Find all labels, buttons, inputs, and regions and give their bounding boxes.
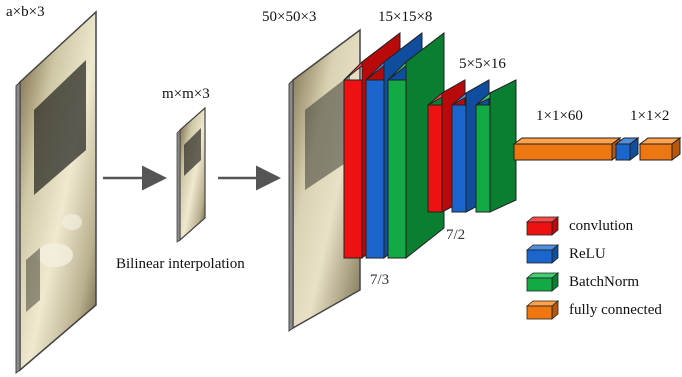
resized-size-label: m×m×3: [162, 86, 210, 102]
conv2-size-label: 5×5×16: [459, 56, 506, 72]
car-photo-icon: [15, 10, 97, 374]
car-photo-blurred-icon: [288, 28, 361, 332]
legend-label-batchnorm: BatchNorm: [569, 274, 639, 290]
car-photo-small-icon: [176, 106, 206, 243]
conv-block-2: [427, 79, 517, 213]
fc-relu-layer: [614, 137, 640, 161]
legend-swatch-convolution: [525, 216, 560, 236]
input-size-label: a×b×3: [6, 4, 45, 20]
resize-method-label: Bilinear interpolation: [116, 256, 245, 272]
fc2-size-label: 1×1×2: [630, 108, 670, 124]
legend-label-relu: ReLU: [569, 246, 606, 262]
legend-swatch-relu: [525, 244, 560, 264]
conv2-batchnorm-layer: [475, 79, 517, 213]
fc1-size-label: 1×1×60: [536, 108, 583, 124]
legend-swatch-batchnorm: [525, 272, 560, 292]
legend-label-convolution: convlution: [569, 218, 634, 234]
legend-swatches: [525, 216, 560, 320]
fc2-layer: [638, 137, 682, 161]
fc1-layer: [512, 137, 622, 161]
conv1-kernel-stride-label: 7/3: [370, 272, 390, 288]
conv1-size-label: 15×15×8: [378, 9, 433, 25]
legend-swatch-fully-connected: [525, 300, 560, 320]
net-input-size-label: 50×50×3: [262, 9, 317, 25]
legend-label-fully-connected: fully connected: [569, 302, 662, 318]
conv2-kernel-stride-label: 7/2: [446, 227, 466, 243]
